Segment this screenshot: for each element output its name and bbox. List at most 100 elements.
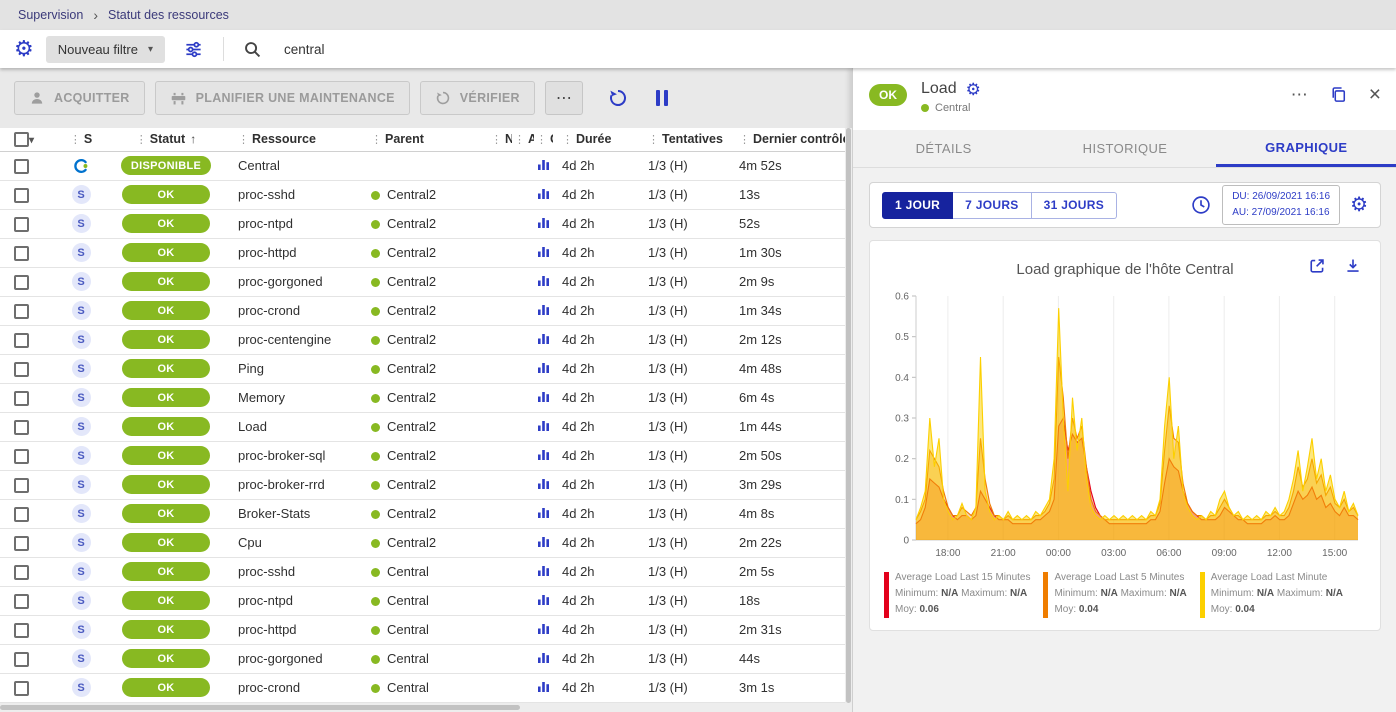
parent-name[interactable]: Central2 [387, 245, 437, 260]
table-row[interactable]: DISPONIBLE Central 4d 2h 1/3 (H) 4m 52s [0, 151, 845, 181]
graph-icon[interactable] [537, 360, 551, 374]
resource-name[interactable]: Broker-Stats [238, 506, 311, 521]
parent-name[interactable]: Central2 [387, 187, 437, 202]
graph-settings-gear-icon[interactable]: ⚙ [1350, 194, 1368, 216]
parent-name[interactable]: Central2 [387, 477, 437, 492]
graph-icon[interactable] [537, 563, 551, 577]
row-checkbox[interactable] [14, 332, 29, 348]
range-7-days-button[interactable]: 7 JOURS [953, 191, 1032, 219]
pause-icon[interactable] [645, 81, 679, 115]
parent-name[interactable]: Central [387, 651, 429, 666]
parent-name[interactable]: Central [387, 680, 429, 695]
row-checkbox[interactable] [14, 506, 29, 522]
parent-name[interactable]: Central2 [387, 535, 437, 550]
graph-icon[interactable] [537, 302, 551, 316]
legend-item[interactable]: Average Load Last Minute Minimum: N/A Max… [1199, 570, 1343, 618]
row-checkbox[interactable] [14, 622, 29, 638]
vertical-scrollbar[interactable] [845, 128, 852, 703]
graph-icon[interactable] [537, 389, 551, 403]
date-range-box[interactable]: DU: 26/09/2021 16:16 AU: 27/09/2021 16:1… [1222, 185, 1341, 225]
refresh-icon[interactable] [601, 81, 635, 115]
column-header-9[interactable]: ⋮ Dernier contrôle [730, 128, 845, 152]
table-row[interactable]: S OK Load Central2 4d 2h 1/3 (H) 1m 44s [0, 412, 845, 442]
table-row[interactable]: S OK Memory Central2 4d 2h 1/3 (H) 6m 4s [0, 383, 845, 413]
parent-name[interactable]: Central2 [387, 361, 437, 376]
resource-name[interactable]: proc-crond [238, 303, 301, 318]
row-checkbox[interactable] [14, 216, 29, 232]
parent-name[interactable]: Central2 [387, 332, 437, 347]
load-chart[interactable]: 18:00 21:00 00:00 03:00 06:00 09:00 12:00 15:00… [882, 286, 1368, 566]
row-checkbox[interactable] [14, 303, 29, 319]
row-checkbox[interactable] [14, 361, 29, 377]
search-input[interactable] [281, 40, 542, 58]
column-header-6[interactable]: ⋮G [534, 128, 553, 152]
table-row[interactable]: S OK Cpu Central2 4d 2h 1/3 (H) 2m 22s [0, 528, 845, 558]
resource-name[interactable]: proc-centengine [238, 332, 332, 347]
graph-icon[interactable] [537, 273, 551, 287]
download-icon[interactable] [1344, 257, 1362, 275]
resource-name[interactable]: proc-broker-sql [238, 448, 326, 463]
graph-icon[interactable] [537, 621, 551, 635]
table-row[interactable]: S OK proc-centengine Central2 4d 2h 1/3 (H) 2m… [0, 325, 845, 355]
table-row[interactable]: S OK proc-gorgoned Central2 4d 2h 1/3 (H) 2m 9… [0, 267, 845, 297]
tab-history[interactable]: HISTORIQUE [1082, 141, 1168, 156]
row-checkbox[interactable] [14, 651, 29, 667]
breadcrumb-item-supervision[interactable]: Supervision [18, 8, 84, 22]
row-checkbox[interactable] [14, 390, 29, 406]
graph-icon[interactable] [537, 331, 551, 345]
select-all-checkbox[interactable] [14, 131, 29, 147]
parent-name[interactable]: Central2 [387, 448, 437, 463]
table-row[interactable]: S OK proc-crond Central2 4d 2h 1/3 (H) 1m 34s [0, 296, 845, 326]
resource-name[interactable]: proc-httpd [238, 245, 297, 260]
table-row[interactable]: S OK Ping Central2 4d 2h 1/3 (H) 4m 48s [0, 354, 845, 384]
row-checkbox[interactable] [14, 593, 29, 609]
graph-icon[interactable] [537, 679, 551, 693]
graph-icon[interactable] [537, 447, 551, 461]
row-checkbox[interactable] [14, 158, 29, 174]
settings-gear-icon[interactable]: ⚙ [14, 36, 34, 61]
breadcrumb-item-resource-status[interactable]: Statut des ressources [108, 8, 229, 22]
column-header-4[interactable]: ⋮ N [489, 128, 512, 152]
table-row[interactable]: S OK proc-sshd Central2 4d 2h 1/3 (H) 13s [0, 180, 845, 210]
parent-name[interactable]: Central2 [387, 274, 437, 289]
graph-icon[interactable] [537, 592, 551, 606]
tab-details[interactable]: DÉTAILS [915, 141, 972, 156]
row-checkbox[interactable] [14, 187, 29, 203]
column-header-0[interactable]: ⋮ S [62, 128, 100, 152]
export-icon[interactable] [1308, 257, 1326, 275]
graph-icon[interactable] [537, 186, 551, 200]
resource-name[interactable]: proc-broker-rrd [238, 477, 325, 492]
resource-name[interactable]: proc-sshd [238, 564, 296, 579]
parent-name[interactable]: Central2 [387, 390, 437, 405]
parent-name[interactable]: Central2 [387, 303, 437, 318]
graph-icon[interactable] [537, 157, 551, 171]
parent-name[interactable]: Central [387, 622, 429, 637]
column-header-2[interactable]: ⋮ Ressource [232, 128, 365, 152]
row-checkbox[interactable] [14, 680, 29, 696]
graph-icon[interactable] [537, 650, 551, 664]
column-header-8[interactable]: ⋮ Tentatives [639, 128, 730, 152]
table-row[interactable]: S OK proc-broker-sql Central2 4d 2h 1/3 (H) 2m… [0, 441, 845, 471]
resource-name[interactable]: proc-ntpd [238, 216, 293, 231]
graph-icon[interactable] [537, 476, 551, 490]
graph-icon[interactable] [537, 215, 551, 229]
row-checkbox[interactable] [14, 535, 29, 551]
close-icon[interactable]: × [1368, 83, 1381, 106]
table-row[interactable]: S OK proc-crond Central 4d 2h 1/3 (H) 3m 1s [0, 673, 845, 703]
resource-name[interactable]: Load [238, 419, 267, 434]
range-1-day-button[interactable]: 1 JOUR [882, 191, 954, 219]
column-header-7[interactable]: ⋮ Durée [553, 128, 639, 152]
graph-icon[interactable] [537, 534, 551, 548]
table-row[interactable]: S OK proc-broker-rrd Central2 4d 2h 1/3 (H) 3m… [0, 470, 845, 500]
table-row[interactable]: S OK proc-httpd Central 4d 2h 1/3 (H) 2m 31s [0, 615, 845, 645]
panel-more-icon[interactable]: ⋯ [1290, 84, 1308, 104]
tab-graph[interactable]: GRAPHIQUE [1215, 130, 1396, 167]
graph-icon[interactable] [537, 505, 551, 519]
parent-name[interactable]: Central2 [387, 506, 437, 521]
resource-name[interactable]: proc-ntpd [238, 593, 293, 608]
resource-name[interactable]: Ping [238, 361, 265, 376]
parent-name[interactable]: Central2 [387, 216, 437, 231]
sort-asc-icon[interactable]: ↑ [190, 132, 197, 147]
table-row[interactable]: S OK proc-ntpd Central 4d 2h 1/3 (H) 18s [0, 586, 845, 616]
plan-maintenance-button[interactable]: PLANIFIER UNE MAINTENANCE [154, 81, 410, 115]
